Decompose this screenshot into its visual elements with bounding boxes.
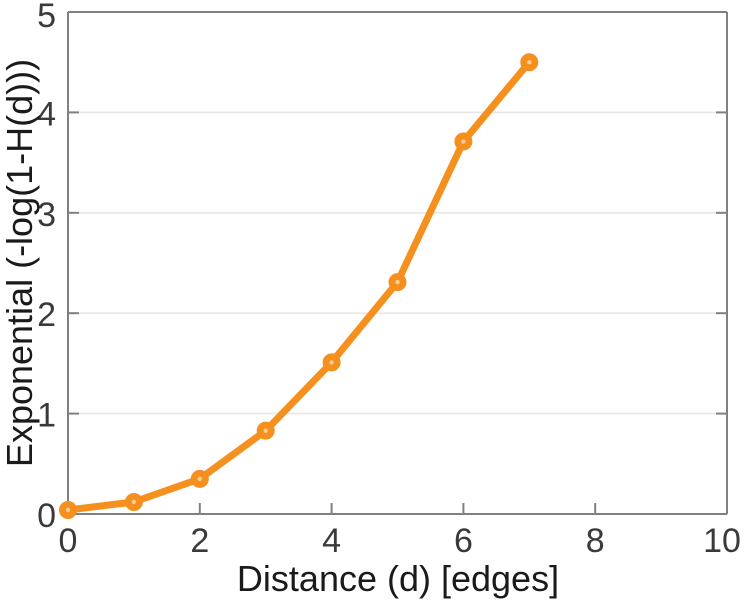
data-point-marker-center	[65, 507, 71, 513]
data-series-exponential	[59, 53, 539, 519]
data-point-marker-center	[329, 360, 334, 365]
data-point-marker-center	[263, 428, 268, 433]
x-tick-label-4: 4	[322, 522, 341, 560]
x-tick-labels: 0 2 4 6 8 10	[59, 522, 741, 560]
y-tick-label-1: 1	[37, 397, 56, 435]
y-tick-label-5: 5	[37, 0, 56, 35]
y-tick-label-3: 3	[37, 196, 56, 234]
data-point-marker-center	[131, 499, 137, 505]
grid-lines	[68, 111, 727, 415]
data-point-marker-center	[461, 139, 466, 144]
x-tick-label-8: 8	[586, 522, 605, 560]
x-tick-label-10: 10	[703, 522, 741, 560]
y-axis-title: Exponential (-log(1-H(d)))	[0, 59, 40, 467]
y-tick-label-4: 4	[37, 95, 56, 133]
series-line-0	[64, 58, 533, 514]
data-point-marker-center	[197, 476, 202, 482]
x-tick-label-0: 0	[59, 522, 78, 560]
y-tick-label-2: 2	[37, 296, 56, 334]
data-point-marker-center	[527, 60, 532, 65]
y-tick-labels: 0 1 2 3 4 5	[37, 0, 56, 535]
x-tick-label-6: 6	[454, 522, 473, 560]
x-tick-label-2: 2	[190, 522, 209, 560]
y-tick-label-0: 0	[37, 497, 56, 535]
data-point-marker-center	[395, 279, 400, 285]
plot-background	[68, 12, 727, 514]
axes-frame	[67, 11, 728, 515]
y-tick-marks	[68, 11, 727, 515]
x-axis-title: Distance (d) [edges]	[237, 558, 559, 599]
